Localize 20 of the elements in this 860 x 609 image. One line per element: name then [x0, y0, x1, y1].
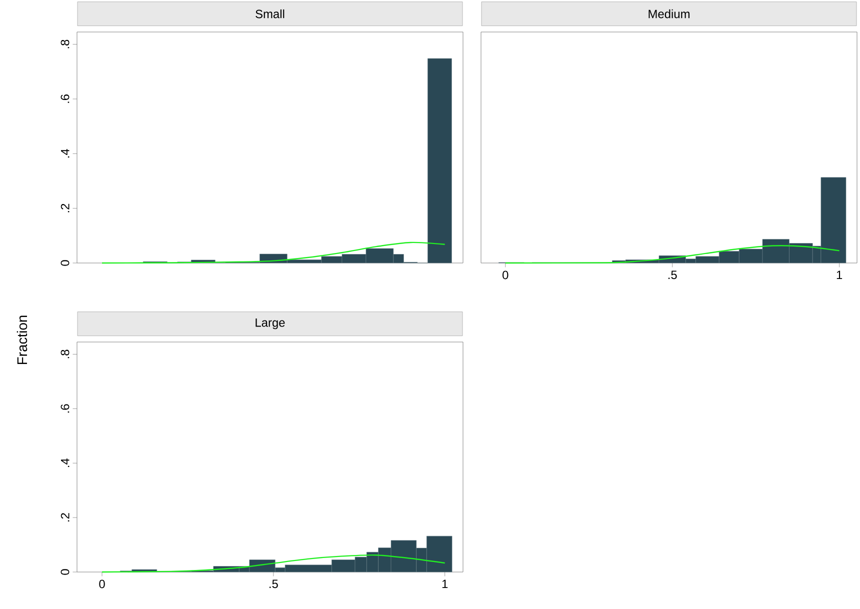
y-tick-label: 0 — [60, 260, 70, 266]
y-tick-label: .8 — [60, 40, 70, 48]
x-tick-label: 0 — [99, 580, 105, 588]
y-tick-label: .2 — [60, 513, 70, 522]
x-tick-label: .5 — [668, 270, 677, 280]
y-tick-label: .6 — [60, 94, 70, 103]
y-tick-label: .4 — [61, 149, 70, 158]
y-tick-label: .8 — [60, 350, 70, 358]
y-tick-label: .2 — [60, 204, 70, 212]
chart-title: Small — [256, 9, 284, 18]
chart-title: Large — [256, 318, 285, 330]
y-tick-label: 0 — [60, 569, 70, 575]
y-tick-label: .4 — [61, 458, 70, 468]
y-axis-title: Fraction — [16, 316, 28, 364]
x-tick-label: 1 — [836, 270, 842, 279]
y-tick-label: .6 — [60, 404, 70, 413]
x-tick-label: 0 — [502, 270, 508, 280]
x-tick-label: 1 — [442, 580, 448, 588]
chart-title: Medium — [648, 9, 690, 18]
x-tick-label: .5 — [270, 580, 278, 588]
